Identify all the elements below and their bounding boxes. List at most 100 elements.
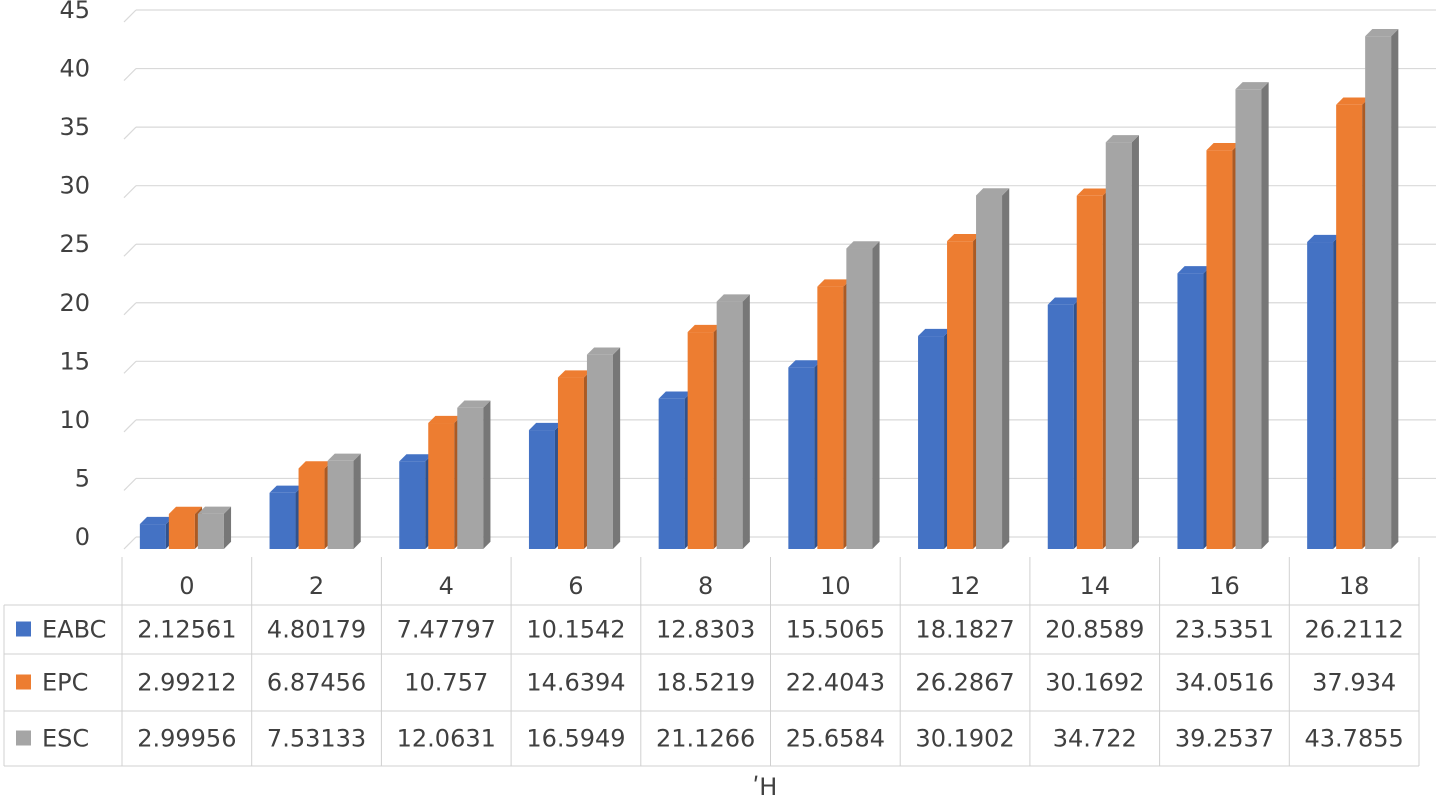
bar-top	[687, 324, 721, 333]
bar-top	[947, 233, 981, 242]
bar-esc-14	[1105, 135, 1139, 549]
bar-esc-12	[976, 188, 1010, 550]
table-cell: 30.1902	[915, 725, 1014, 753]
bar-eabc-4	[399, 454, 433, 549]
bar-front	[846, 248, 873, 549]
data-table: 0 2 4 6 8 10 12 14 16 18 EABC 2.12561 4.80179 7.47797…	[3, 557, 1420, 767]
table-cell: 39.2537	[1175, 725, 1274, 753]
bar-top	[1047, 297, 1081, 305]
table-cell: 2.99956	[137, 725, 236, 753]
bar-top	[658, 391, 692, 399]
table-cell: 18.5219	[656, 669, 755, 697]
table-cell: 26.2112	[1305, 616, 1404, 644]
bar-side	[612, 347, 621, 549]
bar-top	[976, 188, 1010, 196]
bar-epc-8	[687, 324, 721, 549]
bar-top	[1206, 143, 1240, 151]
bar-eabc-14	[1047, 297, 1081, 549]
table-cell: 18.1827	[915, 616, 1014, 644]
bar-side	[353, 453, 361, 549]
table-cell: 30.1692	[1045, 669, 1144, 697]
bar-top	[1365, 29, 1399, 37]
table-cell: 34.722	[1053, 725, 1137, 753]
y-tick-label: 40	[59, 55, 90, 83]
y-tick-label: 25	[59, 230, 90, 258]
table-cell: 2.12561	[137, 616, 236, 644]
bar-epc-0	[168, 506, 203, 549]
bar-top	[1307, 234, 1341, 243]
table-cell: 20.8589	[1045, 616, 1144, 644]
bar-side	[872, 241, 880, 549]
table-cell: 43.7855	[1305, 725, 1404, 753]
table-cell: 21.1266	[656, 725, 755, 753]
legend-label-esc: ESC	[42, 725, 89, 753]
bar-epc-4	[428, 415, 462, 549]
x-tick-label: 8	[698, 572, 713, 600]
table-cell: 2.99212	[137, 669, 236, 697]
bar-top	[918, 328, 952, 337]
legend-label-epc: EPC	[42, 669, 88, 697]
bar-eabc-16	[1177, 266, 1211, 549]
bar-eabc-8	[658, 391, 692, 549]
bar-side	[1391, 29, 1399, 550]
bar-front	[687, 332, 714, 549]
bar-front	[716, 301, 743, 549]
bar-front	[428, 423, 455, 549]
bar-epc-10	[817, 279, 851, 549]
bar-front	[1235, 89, 1262, 549]
bar-side	[1261, 82, 1269, 550]
y-tick-label: 0	[75, 523, 90, 551]
bar-front	[817, 286, 844, 549]
bar-top	[586, 347, 621, 355]
bar-epc-6	[557, 370, 592, 549]
bar-esc-2	[327, 453, 361, 549]
y-tick-label: 45	[59, 0, 90, 24]
bar-front	[658, 398, 685, 549]
table-cell: 16.5949	[526, 725, 625, 753]
bar-top	[1235, 82, 1269, 90]
x-tick-label: 16	[1209, 572, 1240, 600]
bar-top	[168, 506, 203, 514]
table-cell: 23.5351	[1175, 616, 1274, 644]
bar-top	[197, 506, 232, 514]
table-cell: 10.757	[404, 669, 488, 697]
table-cell: 12.0631	[397, 725, 496, 753]
table-cell: 14.6394	[526, 669, 625, 697]
bar-front	[269, 492, 296, 549]
bar-side	[483, 400, 491, 549]
table-cell: 22.4043	[786, 669, 885, 697]
bar-front	[1076, 195, 1103, 549]
bar-front	[976, 195, 1003, 549]
x-axis-label: ʹH	[753, 773, 778, 801]
table-cell: 6.87456	[267, 669, 366, 697]
bar-front	[457, 407, 484, 549]
bar-top	[1105, 135, 1139, 143]
bar-front	[1336, 104, 1363, 550]
bar-front	[327, 460, 354, 549]
bar-esc-8	[716, 294, 750, 549]
bar-top	[428, 415, 462, 424]
bar-epc-16	[1206, 143, 1240, 549]
bar-eabc-2	[269, 485, 303, 549]
bar-front	[298, 468, 325, 549]
table-cell: 26.2867	[915, 669, 1014, 697]
gridline-side	[123, 536, 137, 550]
bar-front	[528, 430, 555, 549]
table-cell: 34.0516	[1175, 669, 1274, 697]
bar-top	[269, 485, 303, 493]
bar-epc-18	[1336, 97, 1370, 550]
x-tick-label: 10	[820, 572, 851, 600]
x-tick-label: 18	[1339, 572, 1370, 600]
bar-eabc-0	[139, 516, 174, 549]
x-tick-label: 0	[179, 572, 194, 600]
bar-esc-4	[457, 400, 491, 549]
table-cell: 12.8303	[656, 616, 755, 644]
x-tick-label: 14	[1079, 572, 1110, 600]
x-tick-label: 6	[568, 572, 583, 600]
gridline-side	[123, 302, 137, 316]
gridline-side	[123, 185, 137, 199]
bar-top	[716, 294, 750, 302]
bar-front	[399, 461, 426, 549]
bar-top	[1177, 266, 1211, 274]
